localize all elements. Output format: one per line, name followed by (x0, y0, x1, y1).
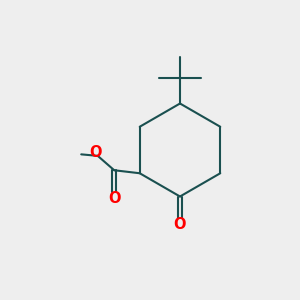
Text: O: O (89, 145, 102, 160)
Text: O: O (174, 217, 186, 232)
Text: O: O (108, 191, 121, 206)
